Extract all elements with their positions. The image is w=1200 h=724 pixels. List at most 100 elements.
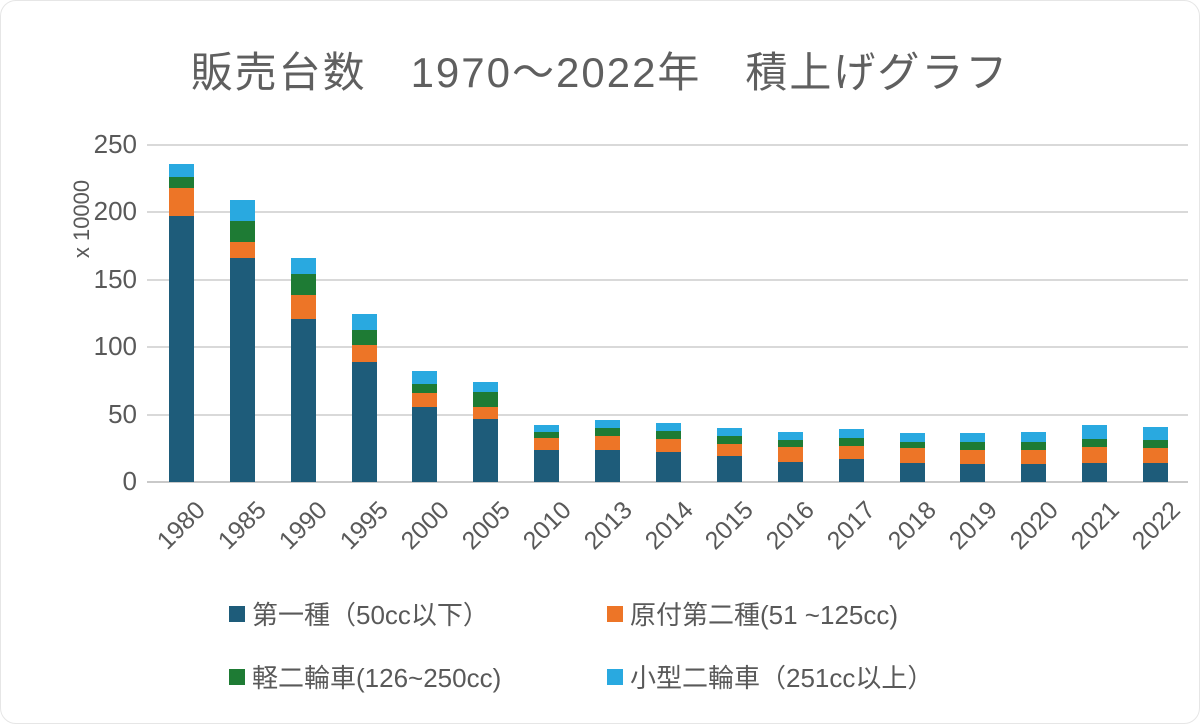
y-tick-label-100: 100	[93, 331, 137, 362]
legend-marker-icon	[607, 668, 623, 685]
legend-label: 小型二輪車（251cc以上）	[630, 663, 934, 693]
y-tick-label-200: 200	[93, 196, 137, 227]
bar-segment-1980-series1	[168, 216, 194, 482]
gridline-150	[147, 278, 1188, 281]
x-tick-text: 2014	[639, 496, 699, 556]
bar-segment-2019-series1	[960, 464, 986, 482]
bar-segment-2017-series3	[838, 437, 864, 446]
x-tick-text: 2018	[882, 496, 942, 556]
bar-segment-2015-series2	[716, 444, 742, 457]
bar-segment-2018-series4	[899, 433, 925, 442]
bar-segment-2010-series4	[534, 425, 560, 433]
legend-item-series3: 軽二輪車(126~250cc)	[229, 658, 607, 695]
x-tick-text: 2021	[1065, 496, 1125, 556]
bar-segment-2013-series2	[595, 436, 621, 450]
bar-segment-2021-series3	[1082, 438, 1108, 447]
bar-segment-2005-series3	[473, 391, 499, 407]
x-tick-text: 1995	[334, 496, 394, 556]
bar-segment-2013-series3	[595, 428, 621, 437]
bar-segment-1995-series4	[351, 313, 377, 330]
bar-segment-2015-series1	[716, 456, 742, 482]
bar-segment-1980-series4	[168, 163, 194, 178]
bar-segment-2020-series3	[1021, 441, 1047, 450]
legend-item-series2: 原付第二種(51 ~125cc)	[607, 595, 933, 632]
legend: 第一種（50cc以下） 原付第二種(51 ~125cc) 軽二輪車(126~250c…	[229, 595, 933, 695]
bar-segment-2021-series4	[1082, 425, 1108, 439]
bar-segment-1990-series2	[290, 294, 316, 319]
x-tick-text: 2013	[578, 496, 638, 556]
bar-segment-2020-series4	[1021, 432, 1047, 442]
bar-segment-1980-series3	[168, 177, 194, 189]
bar-segment-2010-series1	[534, 449, 560, 482]
x-tick-text: 2005	[456, 496, 516, 556]
gridline-100	[147, 346, 1188, 349]
gridline-200	[147, 211, 1188, 214]
x-tick-text: 2022	[1126, 496, 1186, 556]
bar-segment-2013-series1	[595, 449, 621, 482]
x-tick-text: 2016	[760, 496, 821, 556]
bar-segment-2000-series4	[412, 371, 438, 384]
bar-segment-2005-series4	[473, 382, 499, 392]
bar-segment-2021-series2	[1082, 446, 1108, 464]
bar-segment-2000-series2	[412, 393, 438, 407]
x-tick-text: 2017	[821, 496, 881, 556]
bar-segment-2020-series1	[1021, 464, 1047, 482]
chart-title: 販売台数 1970〜2022年 積上げグラフ	[190, 49, 1010, 96]
bar-segment-1985-series1	[229, 258, 255, 482]
bar-segment-2018-series1	[899, 463, 925, 482]
bar-segment-2016-series1	[777, 461, 803, 482]
gridline-50	[147, 413, 1188, 416]
bar-segment-2019-series2	[960, 449, 986, 465]
bar-segment-1990-series1	[290, 318, 316, 482]
bar-segment-2022-series3	[1143, 440, 1169, 449]
bar-segment-2019-series3	[960, 441, 986, 450]
bar-segment-2016-series3	[777, 440, 803, 447]
bar-segment-1990-series3	[290, 274, 316, 295]
y-tick-label-150: 150	[93, 263, 137, 294]
gridline-0	[147, 481, 1188, 483]
bar-segment-2017-series4	[838, 429, 864, 438]
bar-segment-2015-series3	[716, 436, 742, 445]
bar-segment-2014-series2	[656, 438, 681, 453]
x-tick-text: 2010	[517, 496, 577, 556]
legend-label: 原付第二種(51 ~125cc)	[630, 600, 899, 630]
y-tick-label-50: 50	[108, 398, 137, 429]
x-tick-text: 1980	[152, 496, 212, 556]
bar-segment-2014-series3	[656, 430, 681, 439]
legend-marker-icon	[229, 668, 245, 685]
bar-segment-2018-series3	[899, 441, 925, 449]
bar-segment-2020-series2	[1021, 449, 1047, 465]
x-tick-text: 2019	[943, 496, 1003, 556]
bar-segment-2017-series2	[838, 445, 864, 460]
bar-segment-1980-series2	[168, 188, 194, 217]
legend-item-series1: 第一種（50cc以下）	[229, 595, 607, 632]
bar-segment-2016-series2	[777, 446, 803, 462]
bar-segment-1995-series2	[351, 344, 377, 363]
bar-segment-1990-series4	[290, 258, 316, 275]
legend-marker-icon	[229, 605, 245, 622]
bar-segment-2014-series4	[656, 422, 681, 431]
bar-segment-2022-series4	[1143, 426, 1169, 441]
bar-segment-2000-series1	[412, 406, 438, 482]
legend-marker-icon	[607, 605, 623, 622]
bar-segment-1985-series4	[229, 200, 255, 221]
bar-segment-2018-series2	[899, 448, 925, 464]
y-tick-label-250: 250	[93, 129, 137, 159]
bar-segment-2019-series4	[960, 433, 986, 442]
bar-segment-2000-series3	[412, 383, 438, 394]
bar-segment-2017-series1	[838, 459, 864, 482]
bar-segment-2016-series4	[777, 432, 803, 441]
bar-segment-2014-series1	[656, 452, 681, 482]
bar-segment-2021-series1	[1082, 463, 1108, 482]
bar-segment-1985-series3	[229, 220, 255, 243]
legend-item-series4: 小型二輪車（251cc以上）	[607, 658, 933, 695]
x-tick-text: 2000	[395, 496, 455, 556]
x-tick-text: 1985	[212, 496, 273, 556]
x-tick-text: 2020	[1004, 496, 1064, 556]
bar-segment-2005-series2	[473, 406, 499, 419]
bar-segment-2022-series1	[1143, 463, 1169, 482]
bar-segment-1995-series1	[351, 362, 377, 482]
bar-segment-1985-series2	[229, 242, 255, 259]
bar-segment-2005-series1	[473, 418, 499, 482]
